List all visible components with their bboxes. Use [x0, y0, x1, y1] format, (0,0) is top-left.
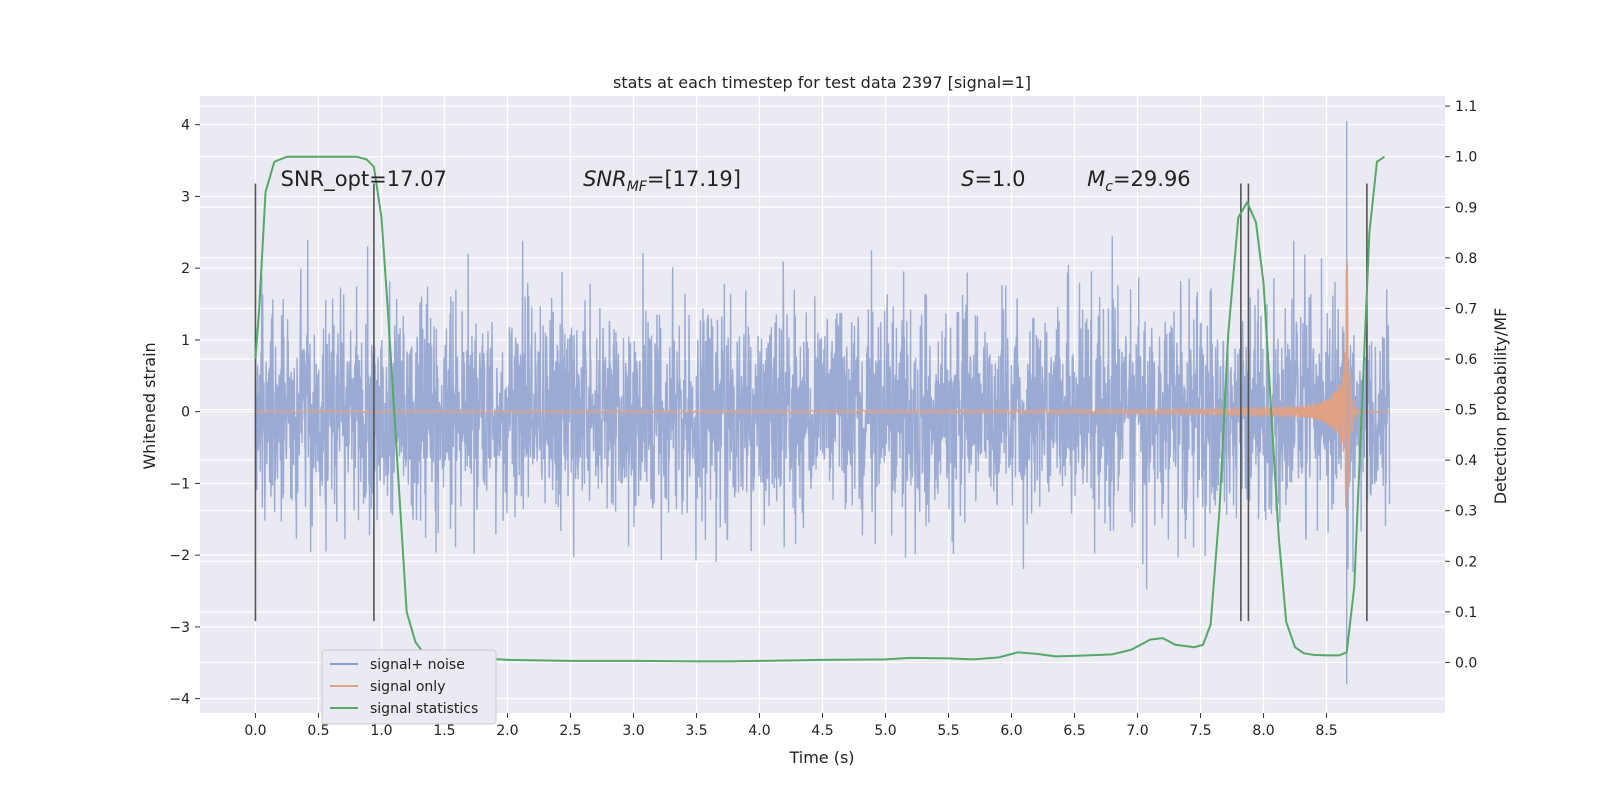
x-tick-label: 3.5	[685, 723, 707, 739]
left-axis-ticks: 4 3 2 1 0 −1 −2 −3 −4	[169, 118, 200, 708]
x-tick-label: 4.5	[811, 723, 833, 739]
legend: signal+ noise signal only signal statist…	[321, 649, 497, 725]
right-tick-label: 0.4	[1455, 453, 1477, 469]
vertical-markers	[254, 183, 1368, 622]
right-tick-label: 0.6	[1455, 352, 1477, 368]
annotation-snr-opt: SNR_opt=17.07	[281, 167, 447, 192]
right-tick-label: 0.3	[1455, 504, 1477, 520]
x-tick-label: 3.0	[622, 723, 644, 739]
x-tick-label: 2.5	[559, 723, 581, 739]
right-tick-label: 0.0	[1455, 655, 1477, 671]
right-tick-label: 1.0	[1455, 150, 1477, 166]
left-tick-label: 3	[181, 189, 190, 205]
left-tick-label: 0	[181, 405, 190, 421]
x-tick-label: 8.5	[1315, 723, 1337, 739]
x-tick-label: 6.0	[1000, 723, 1022, 739]
legend-box	[321, 649, 497, 725]
x-tick-label: 0.5	[307, 723, 329, 739]
left-tick-label: −4	[169, 692, 190, 708]
x-tick-label: 5.5	[937, 723, 959, 739]
left-tick-label: 4	[181, 118, 190, 134]
right-tick-label: 0.9	[1455, 200, 1477, 216]
signal-statistics-series	[254, 155, 1386, 663]
right-axis-ticks: 1.1 1.0 0.9 0.8 0.7 0.6 0.5 0.4 0.3 0.2 0.1 0.0	[1445, 99, 1477, 671]
left-tick-label: 2	[181, 261, 190, 277]
right-tick-label: 0.5	[1455, 403, 1477, 419]
right-tick-label: 0.1	[1455, 605, 1477, 621]
signal-statistics-line	[254, 155, 1386, 663]
right-tick-label: 0.8	[1455, 251, 1477, 267]
x-tick-label: 2.0	[496, 723, 518, 739]
left-tick-label: −2	[169, 548, 190, 564]
annotation-s: S=1.0	[961, 167, 1025, 191]
left-tick-label: −3	[169, 620, 190, 636]
x-tick-label: 6.5	[1063, 723, 1085, 739]
right-tick-label: 0.2	[1455, 554, 1477, 570]
x-tick-label: 5.0	[874, 723, 896, 739]
chart-title: stats at each timestep for test data 239…	[613, 73, 1031, 92]
y-axis-label-left: Whitened strain	[140, 342, 159, 469]
right-tick-label: 0.7	[1455, 301, 1477, 317]
x-tick-label: 1.5	[433, 723, 455, 739]
legend-label-noise: signal+ noise	[370, 657, 465, 673]
x-tick-label: 0.0	[244, 723, 266, 739]
y-axis-label-right: Detection probability/MF	[1491, 308, 1510, 505]
x-axis-label: Time (s)	[788, 748, 854, 767]
signal-only-line	[255, 261, 1390, 509]
x-tick-label: 8.0	[1252, 723, 1274, 739]
legend-label-signal: signal only	[370, 679, 445, 695]
annotation-mc: Mc=29.96	[1087, 167, 1191, 195]
x-axis-ticks: 0.0 0.5 1.0 1.5 2.0 2.5 3.0 3.5 4.0 4.5 5.0 5.5 6.0 6…	[244, 713, 1338, 739]
x-tick-label: 7.0	[1126, 723, 1148, 739]
x-tick-label: 1.0	[370, 723, 392, 739]
x-tick-label: 4.0	[748, 723, 770, 739]
x-tick-label: 7.5	[1189, 723, 1211, 739]
legend-label-statistics: signal statistics	[370, 701, 478, 717]
signal-only-series	[255, 261, 1390, 509]
left-tick-label: 1	[181, 333, 190, 349]
right-tick-label: 1.1	[1455, 99, 1477, 115]
left-tick-label: −1	[169, 476, 190, 492]
annotation-snr-mf: SNRMF=[17.19]	[583, 167, 741, 195]
